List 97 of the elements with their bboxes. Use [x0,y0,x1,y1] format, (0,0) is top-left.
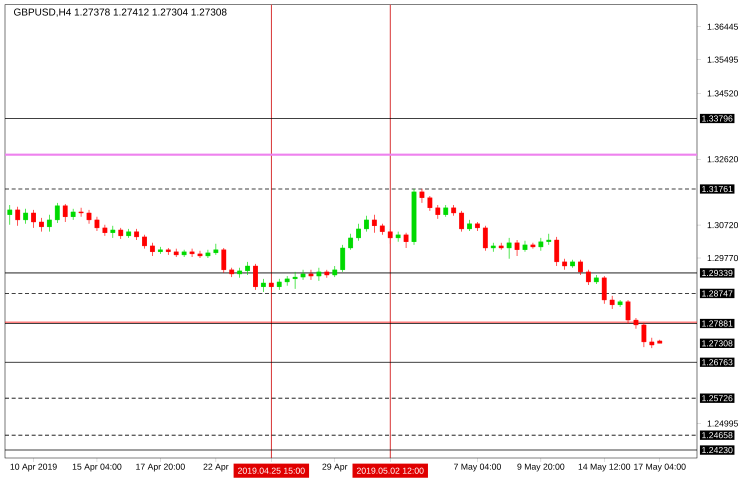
candlestick [490,242,496,252]
x-tick-label: 17 Apr 20:00 [136,464,185,472]
candlestick [506,238,512,260]
candlestick [62,204,68,222]
candlestick [316,267,322,282]
candlestick [578,259,583,276]
candlestick [443,204,448,218]
candlestick [150,242,155,256]
candlestick [308,269,314,280]
x-tick-label: 10 Apr 2019 [10,464,57,472]
candlestick [649,337,654,348]
ref-line-label: 1.25726 [702,395,732,402]
candlestick [260,278,266,292]
candlestick [459,210,464,232]
candlestick [546,233,552,246]
candlestick [396,231,401,242]
y-tick-label: 1.35495 [708,56,738,63]
candlestick [94,216,100,232]
candlestick [110,225,116,238]
candlestick [31,210,36,228]
x-tick-label: 14 May 12:00 [578,464,630,472]
ref-line-label: 1.29339 [702,270,732,276]
candlestick [284,276,290,286]
candlestick [404,232,409,248]
candlestick [332,266,338,278]
ref-line-label: 1.26763 [702,359,732,366]
candlestick [586,269,591,286]
candlestick [451,204,456,216]
x-tick-label: 17 May 04:00 [634,464,686,472]
candlestick [15,206,20,226]
chart-title: GBPUSD,H4 1.27378 1.27412 1.27304 1.27308 [14,8,227,17]
candlestick [237,267,242,278]
candlestick [70,208,76,220]
candlestick [388,228,393,244]
candlestick [229,267,234,278]
candlestick [514,240,520,256]
candlestick [522,240,528,252]
y-tick-label: 1.29770 [708,254,738,262]
x-tick-label: 29 Apr [322,464,348,472]
candlestick [356,223,361,242]
ref-line-label: 1.24658 [702,432,732,438]
y-tick-label: 1.34520 [708,90,738,96]
y-tick-label: 1.32620 [708,156,738,162]
candlestick [554,236,560,266]
candlestick [126,228,132,238]
candlestick [39,217,44,232]
candlestick [253,264,258,290]
candlestick [198,250,202,258]
candlestick [142,234,147,249]
candlestick [276,278,282,290]
candlestick [134,228,140,240]
candlestick [562,258,568,270]
ref-line-label: 1.33796 [702,115,732,122]
candlestick [380,223,385,236]
ref-line-label: 1.28747 [702,290,732,297]
ref-line-label: 1.31761 [702,186,732,192]
candlestick [7,204,12,226]
candlestick [340,244,346,272]
y-tick-label: 1.36445 [708,24,738,30]
candlestick [78,207,84,218]
candlestick [420,188,424,204]
candlestick [245,262,250,276]
candlestick [538,238,544,252]
candlestick [102,224,108,236]
x-tick-label: 9 May 20:00 [517,464,564,472]
candlestick [46,214,52,232]
x-tick-label: 2019.04.25 15:00 [238,468,305,474]
candlestick [23,208,28,224]
x-tick-label: 22 Apr [204,464,228,472]
candlestick [190,248,194,258]
candlestick [610,295,615,310]
candlestick [86,210,92,224]
candlestick [292,272,298,290]
text: 1.27308 [702,340,732,346]
candlestick [602,276,607,304]
candlestick [372,214,377,234]
ref-line-label: 1.24230 [702,446,733,454]
candlestick [118,228,124,240]
candlestick [427,196,432,212]
x-tick-label: 15 Apr 04:00 [72,464,122,472]
candlestick [54,202,60,224]
y-tick-label: 1.30720 [708,222,738,228]
candlestick [435,204,440,220]
candlestick [482,225,488,252]
candlestick [348,233,354,250]
candlestick [467,220,472,232]
candlestick [594,274,599,284]
candlestick [213,243,218,256]
y-tick-label: 1.24995 [708,420,738,427]
candlestick [300,269,306,280]
candlestick [268,280,274,292]
ref-line-label: 1.27881 [702,320,732,327]
candlestick [364,215,369,232]
candlestick [221,248,226,274]
x-tick-label: 7 May 04:00 [454,464,501,472]
candlestick [475,222,480,232]
x-tick-label: 2019.05.02 12:00 [356,468,424,474]
